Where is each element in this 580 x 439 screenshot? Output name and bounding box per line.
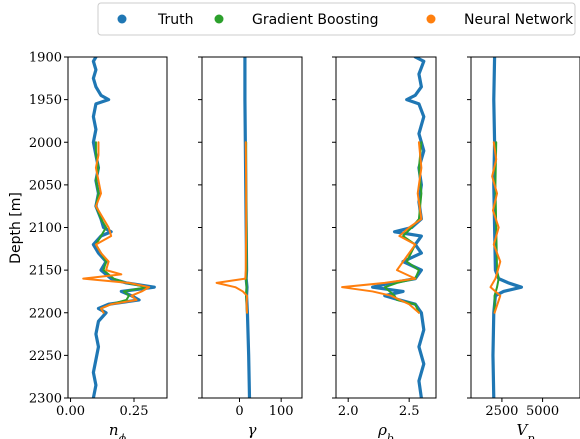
- panel-2-plot-area: [215, 57, 252, 398]
- y-tick-label: 2100: [29, 221, 62, 236]
- legend-label-truth: Truth: [157, 12, 194, 28]
- panel-4-series-truth: [491, 57, 524, 398]
- panel-4-series-nn: [489, 141, 502, 314]
- panel-1-x-axis-label: nϕ: [109, 421, 127, 439]
- panel-2-frame: [201, 56, 303, 399]
- legend-marker-neural-network: [426, 14, 436, 24]
- legend-marker-gradient-boosting: [214, 14, 224, 24]
- panel-4-plot-area: [489, 57, 524, 398]
- panel-2-series-nn: [215, 141, 248, 314]
- panel-4-frame: [470, 56, 580, 399]
- y-tick-label: 2200: [29, 306, 62, 321]
- x-tick-label: 2.5: [399, 404, 420, 419]
- x-tick-label: 2500: [485, 404, 518, 419]
- x-tick-label: 0.25: [120, 404, 149, 419]
- legend: Truth Gradient Boosting Neural Network: [97, 2, 576, 36]
- panel-3-plot-area: [341, 57, 426, 398]
- panel-1-series-truth: [91, 57, 156, 398]
- panel-3-x-axis-label: ρb: [377, 421, 394, 439]
- legend-label-gradient-boosting: Gradient Boosting: [252, 12, 379, 28]
- y-tick-label: 1950: [29, 93, 62, 108]
- legend-label-neural-network: Neural Network: [464, 12, 574, 28]
- x-tick-label: 0: [235, 404, 243, 419]
- y-tick-label: 2250: [29, 349, 62, 364]
- panel-4: 2500 5000 Vp: [467, 56, 580, 439]
- panel-4-x-axis-label: Vp: [517, 421, 535, 439]
- panels: 1900 1950 2000 2050 2100 2150 2200 2250 23000.00…: [29, 51, 580, 439]
- panel-1-plot-area: [82, 57, 156, 398]
- x-tick-label: 0.00: [56, 404, 85, 419]
- y-tick-label: 2150: [29, 264, 62, 279]
- x-tick-label: 100: [269, 404, 294, 419]
- y-axis-label: Depth [m]: [8, 192, 24, 264]
- panel-2-x-axis-label: γ: [248, 421, 257, 439]
- y-tick-label: 2050: [29, 178, 62, 193]
- panel-3-series-truth: [370, 57, 426, 398]
- panel-4-series-gb: [493, 141, 500, 314]
- panel-3-series-gb: [383, 141, 423, 314]
- panel-3-series-nn: [341, 141, 423, 314]
- x-tick-label: 2.0: [338, 404, 359, 419]
- panel-2: 0 100 γ: [198, 56, 303, 439]
- panel-1-series-nn: [82, 141, 151, 314]
- y-tick-label: 2300: [29, 392, 62, 407]
- y-tick-label: 2000: [29, 136, 62, 151]
- y-tick-label: 1900: [29, 51, 62, 66]
- x-tick-label: 5000: [526, 404, 559, 419]
- panel-1: 1900 1950 2000 2050 2100 2150 2200 2250 23000.00…: [29, 51, 168, 439]
- legend-frame: [97, 2, 576, 36]
- panel-3: 2.0 2.5 ρb: [332, 56, 437, 439]
- legend-marker-truth: [117, 14, 127, 24]
- panel-1-frame: [67, 56, 168, 399]
